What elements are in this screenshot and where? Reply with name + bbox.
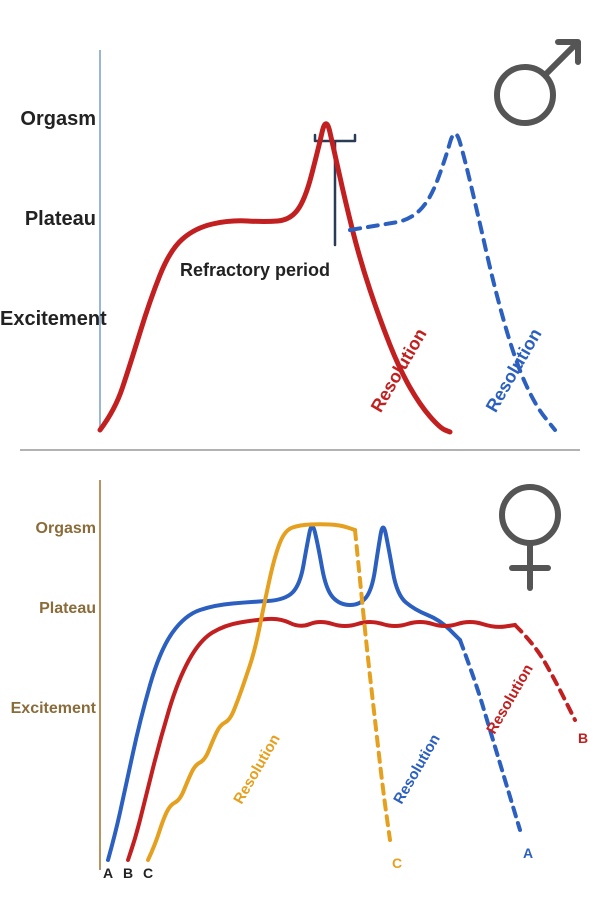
female-axis-label-orgasm: Orgasm [0,520,96,538]
male-axis-label-orgasm: Orgasm [0,108,96,131]
curve-b-start-label: B [123,865,133,881]
curve-c-start-label: C [143,865,153,881]
refractory-period-label: Refractory period [180,260,330,281]
male-axis-label-plateau: Plateau [0,208,96,231]
curve-c-end-label: C [392,855,402,871]
male-panel: Orgasm Plateau Excitement Refractory per… [0,0,600,450]
male-symbol-icon [497,42,578,123]
curve-b-end-label: B [578,730,588,746]
female-axis-label-excitement: Excitement [0,700,96,718]
male-axis-label-excitement: Excitement [0,308,96,331]
female-curve-a-solid [108,526,460,860]
female-panel: Orgasm Plateau Excitement Resolution Res… [0,450,600,900]
curve-a-start-label: A [103,865,113,881]
female-axis-label-plateau: Plateau [0,600,96,618]
female-curve-b-solid [128,619,515,860]
female-curve-a-dashed [460,640,520,830]
curve-a-end-label: A [523,845,533,861]
female-panel-svg [0,450,600,900]
female-symbol-icon [502,487,558,588]
